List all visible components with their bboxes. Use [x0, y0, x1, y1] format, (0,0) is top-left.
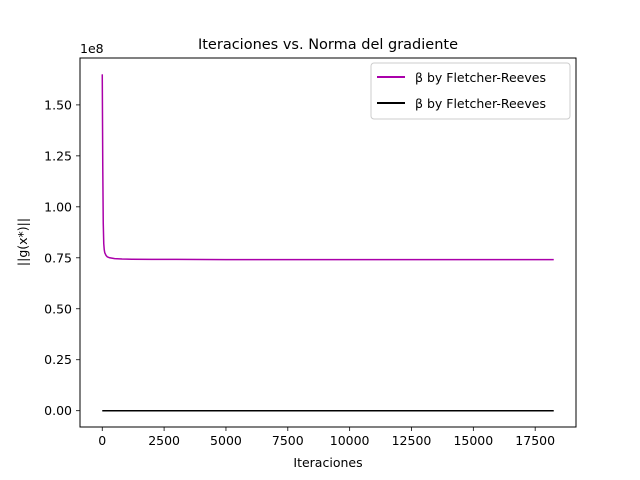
y-tick-label: 0.00: [44, 403, 72, 418]
x-tick-label: 10000: [330, 433, 370, 448]
x-axis-ticks: 0 2500 5000 7500 10000 12500 15000 17500: [98, 427, 555, 448]
x-tick-label: 0: [98, 433, 106, 448]
y-axis-label: ||g(x*)||: [15, 218, 30, 266]
series-layer: [101, 74, 554, 412]
x-axis-label: Iteraciones: [293, 455, 362, 470]
y-tick-label: 0.75: [44, 250, 72, 265]
axes-frame: [79, 57, 577, 428]
series-line-1: [101, 74, 554, 261]
y-tick-label: 1.00: [44, 199, 72, 214]
x-tick-label: 7500: [272, 433, 304, 448]
y-axis-ticks: 0.00 0.25 0.50 0.75 1.00 1.25 1.50: [44, 97, 80, 418]
legend-label-series-1: β by Fletcher-Reeves: [415, 70, 546, 85]
legend: β by Fletcher-Reeves β by Fletcher-Reeve…: [370, 62, 571, 120]
x-tick-label: 17500: [515, 433, 555, 448]
y-tick-label: 1.50: [44, 97, 72, 112]
x-tick-label: 15000: [453, 433, 493, 448]
y-tick-label: 1.25: [44, 148, 72, 163]
x-tick-label: 5000: [210, 433, 242, 448]
chart-title: Iteraciones vs. Norma del gradiente: [198, 37, 458, 53]
y-offset-label: 1e8: [80, 41, 104, 56]
legend-box: [370, 62, 571, 120]
y-tick-label: 0.25: [44, 352, 72, 367]
x-tick-label: 12500: [392, 433, 432, 448]
plot-area: [79, 57, 577, 428]
x-tick-label: 2500: [148, 433, 180, 448]
y-tick-label: 0.50: [44, 301, 72, 316]
legend-label-series-2: β by Fletcher-Reeves: [415, 96, 546, 111]
